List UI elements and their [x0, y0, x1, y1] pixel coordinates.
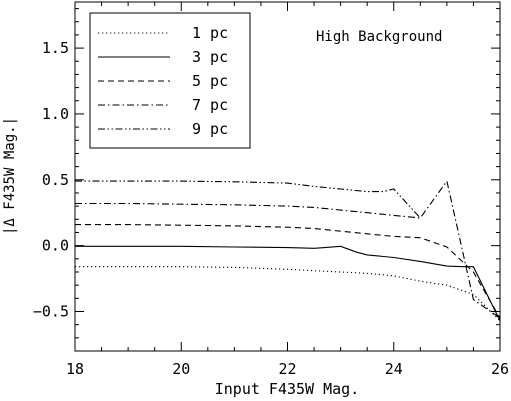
series-layer [75, 179, 501, 322]
y-tick-label: −0.5 [33, 302, 69, 320]
y-tick-label: 1.0 [42, 105, 69, 123]
series-line-4 [75, 179, 501, 319]
annotation-text: High Background [316, 29, 442, 45]
y-tick-label: 0.0 [42, 237, 69, 255]
x-tick-label: 18 [66, 360, 84, 378]
x-axis-label: Input F435W Mag. [215, 380, 360, 398]
series-line-3 [75, 224, 501, 319]
series-line-1 [75, 266, 501, 322]
x-tick-label: 22 [278, 360, 296, 378]
legend-label: 9 pc [192, 120, 228, 138]
legend-label: 3 pc [192, 48, 228, 66]
legend-label: 1 pc [192, 24, 228, 42]
legend-label: 5 pc [192, 72, 228, 90]
x-tick-label: 26 [491, 360, 509, 378]
y-tick-label: 1.5 [42, 39, 69, 57]
axis-ticks: 18 20 22 24 26 −0.5 0.0 0.5 1.0 1.5 [33, 2, 509, 378]
legend-items: 1 pc 3 pc 5 pc 7 pc 9 pc [98, 24, 228, 138]
legend-label: 7 pc [192, 96, 228, 114]
y-tick-label: 0.5 [42, 171, 69, 189]
legend: 1 pc 3 pc 5 pc 7 pc 9 pc [89, 12, 251, 149]
x-tick-label: 24 [385, 360, 403, 378]
y-axis-label: |Δ F435W Mag.| [2, 117, 18, 235]
series-line-2 [75, 245, 501, 321]
x-tick-label: 20 [172, 360, 190, 378]
series-line-5 [75, 180, 421, 219]
